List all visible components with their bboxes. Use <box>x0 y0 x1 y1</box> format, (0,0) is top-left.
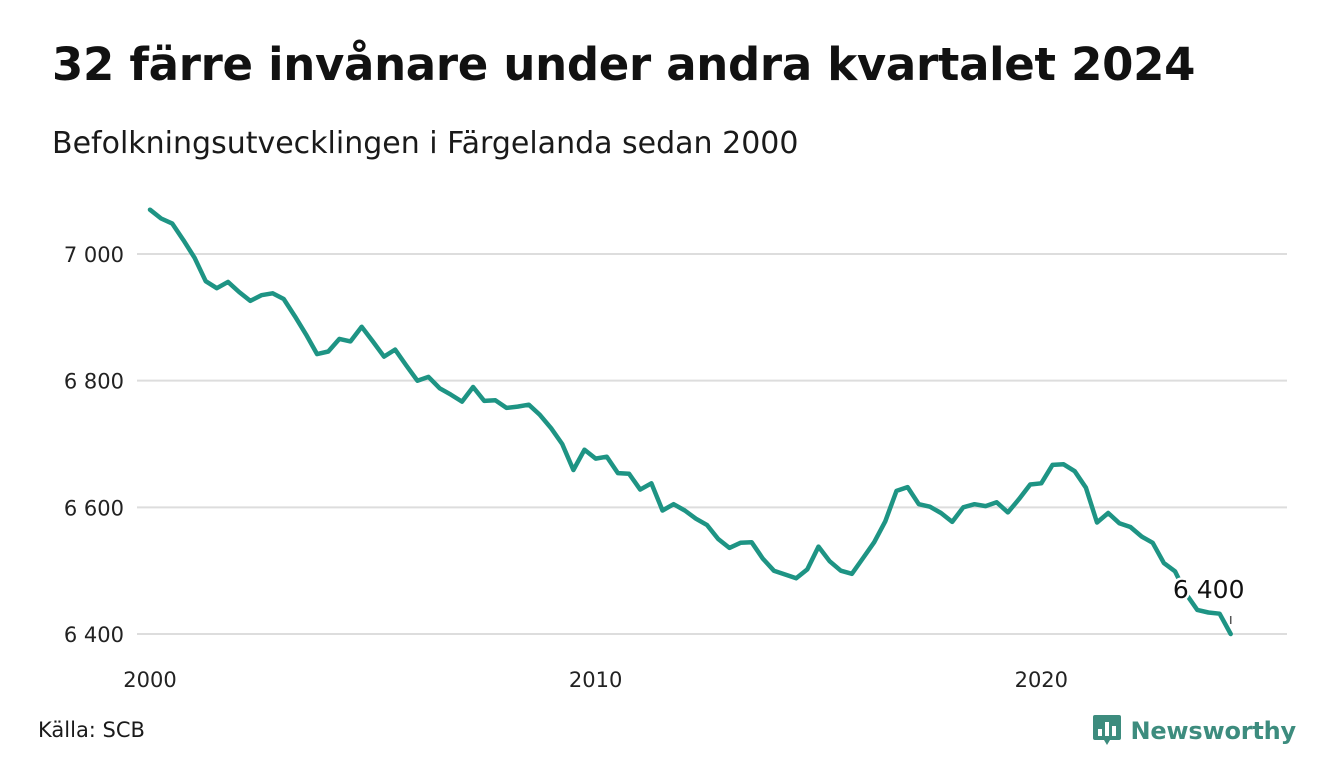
source-note: Källa: SCB <box>38 718 145 742</box>
annotations: 6 400 <box>1170 573 1247 624</box>
end-value-label: 6 400 <box>1173 575 1245 604</box>
brand-logo[interactable]: Newsworthy <box>1092 714 1296 748</box>
y-tick-label: 6 400 <box>64 623 124 647</box>
y-tick-label: 6 800 <box>64 370 124 394</box>
newsworthy-logo-icon <box>1093 715 1122 745</box>
chart-title: 32 färre invånare under andra kvartalet … <box>52 38 1196 91</box>
y-axis-tick-labels: 6 400 6 600 6 800 7 000 <box>64 243 124 647</box>
x-tick-label: 2000 <box>123 668 176 692</box>
y-tick-label: 6 600 <box>64 496 124 520</box>
series-group <box>147 207 1233 637</box>
brand-name: Newsworthy <box>1130 717 1296 745</box>
y-tick-label: 7 000 <box>64 243 124 267</box>
chart-subtitle: Befolkningsutvecklingen i Färgelanda sed… <box>52 126 799 161</box>
series-line <box>147 207 1233 637</box>
x-tick-label: 2020 <box>1015 668 1068 692</box>
gridlines <box>137 253 1287 635</box>
x-axis-tick-labels: 2000 2010 2020 <box>123 668 1068 692</box>
x-tick-label: 2010 <box>569 668 622 692</box>
